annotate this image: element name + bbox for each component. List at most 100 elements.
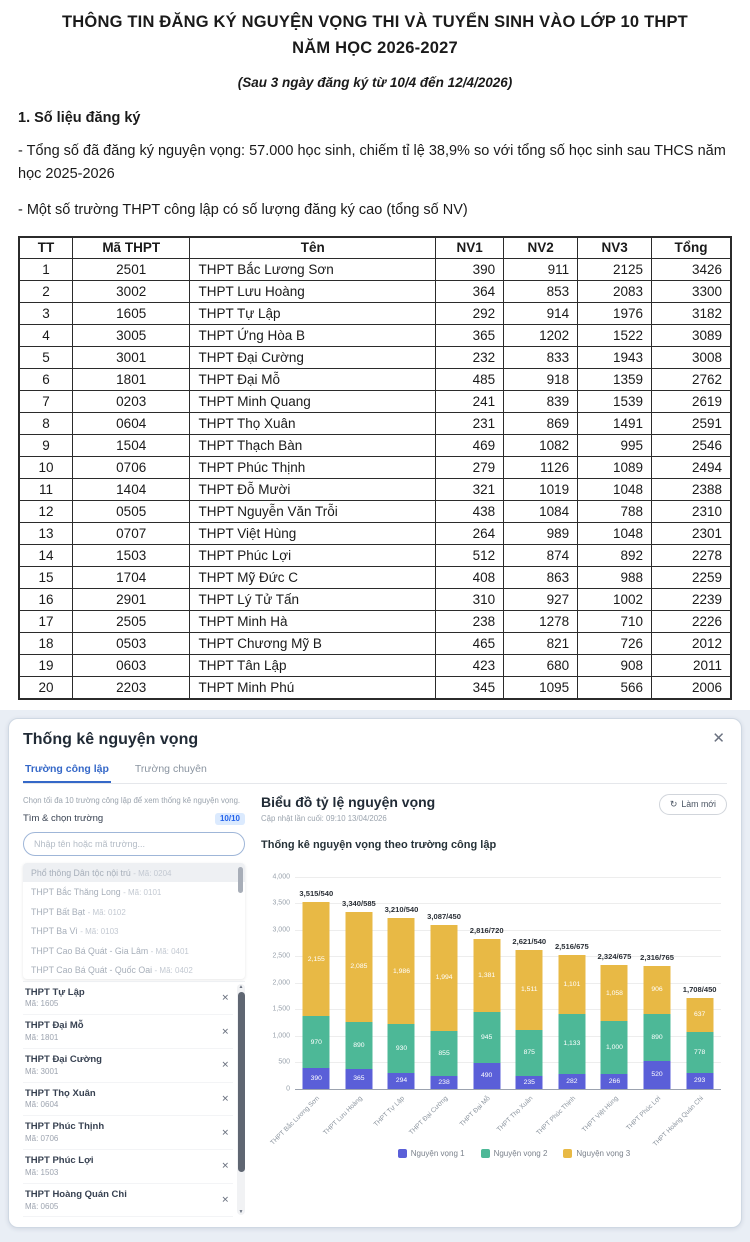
close-icon[interactable]: ✕ [712, 729, 725, 747]
table-cell: 1089 [577, 456, 653, 480]
legend-item[interactable]: Nguyện vọng 2 [480, 1148, 547, 1158]
bar-segment-nv3[interactable]: 1,058 [600, 965, 628, 1022]
segment-value-label: 1,381 [478, 972, 496, 980]
segment-value-label: 390 [310, 1074, 322, 1082]
remove-school-icon[interactable]: ✕ [221, 1160, 229, 1171]
chart-panel-title: Biểu đồ tỷ lệ nguyện vọng [261, 793, 436, 810]
table-cell: 14 [18, 544, 73, 568]
table-cell: THPT Mỹ Đức C [189, 566, 437, 590]
bar-segment-nv1[interactable]: 282 [558, 1073, 586, 1089]
suggestion-item[interactable]: Phổ thông Dân tộc nội trú - Mã: 0204 [23, 862, 245, 883]
bar-segment-nv3[interactable]: 637 [686, 998, 714, 1032]
suggestion-item[interactable]: THPT Cao Bá Quát - Gia Lâm - Mã: 0401 [23, 941, 245, 961]
bar-segment-nv2[interactable]: 890 [643, 1013, 671, 1061]
bar-total-label: 3,340/585 [341, 898, 376, 908]
selection-count-badge: 10/10 [214, 812, 245, 825]
suggestion-item[interactable]: THPT Ba Vì - Mã: 0103 [23, 921, 245, 941]
bar-segment-nv1[interactable]: 266 [600, 1074, 628, 1089]
bar-segment-nv3[interactable]: 906 [643, 965, 671, 1014]
remove-school-icon[interactable]: ✕ [221, 1026, 229, 1037]
table-cell: 1095 [503, 676, 579, 700]
bar-segment-nv1[interactable]: 490 [473, 1062, 501, 1089]
bar-segment-nv3[interactable]: 1,986 [387, 918, 415, 1024]
bar-segment-nv3[interactable]: 1,381 [473, 939, 501, 1013]
bar-segment-nv1[interactable]: 235 [515, 1076, 543, 1089]
table-cell: 1359 [577, 368, 653, 392]
suggestion-scrollbar[interactable] [238, 866, 243, 927]
table-cell: 908 [577, 654, 653, 678]
suggestion-item[interactable]: THPT Bất Bạt - Mã: 0102 [23, 902, 245, 922]
school-search-input[interactable] [23, 831, 245, 856]
table-cell: 1082 [503, 434, 579, 458]
table-row: 8 0604 THPT Thọ Xuân 231 869 1491 2591 [18, 412, 732, 436]
bar-segment-nv2[interactable]: 855 [430, 1030, 458, 1076]
bar-segment-nv1[interactable]: 293 [686, 1073, 714, 1089]
remove-school-icon[interactable]: ✕ [221, 1093, 229, 1104]
suggestion-item[interactable]: THPT Cao Bá Quát - Quốc Oai - Mã: 0402 [23, 960, 245, 979]
y-axis-tick-label: 1,000 [272, 1032, 290, 1040]
legend-label: Nguyện vọng 1 [410, 1148, 465, 1158]
table-cell: 438 [435, 500, 505, 524]
bar-slot: 1,101 1,133 282 2,516/675 [551, 877, 594, 1089]
bar-segment-nv3[interactable]: 2,155 [302, 902, 330, 1017]
bar-segment-nv1[interactable]: 238 [430, 1075, 458, 1089]
tab-truong-cong-lap[interactable]: Trường công lập [23, 759, 111, 783]
table-row: 18 0503 THPT Chương Mỹ B 465 821 726 2012 [18, 632, 732, 656]
school-picker: Chọn tối đa 10 trường công lập để xem th… [23, 792, 245, 1218]
legend-swatch [563, 1148, 573, 1158]
table-cell: 465 [435, 632, 505, 656]
table-cell: 1048 [577, 522, 653, 546]
bar-segment-nv2[interactable]: 930 [387, 1023, 415, 1073]
bar-segment-nv2[interactable]: 1,000 [600, 1021, 628, 1075]
table-row: 15 1704 THPT Mỹ Đức C 408 863 988 2259 [18, 566, 732, 590]
bar-segment-nv2[interactable]: 875 [515, 1029, 543, 1077]
table-cell: 10 [18, 456, 73, 480]
bar-segment-nv1[interactable]: 390 [302, 1067, 330, 1089]
bar-segment-nv2[interactable]: 945 [473, 1012, 501, 1063]
suggestion-name: THPT Ba Vì [31, 926, 78, 937]
legend-item[interactable]: Nguyện vọng 1 [397, 1148, 465, 1158]
tab-truong-chuyen[interactable]: Trường chuyên [134, 762, 207, 775]
remove-school-icon[interactable]: ✕ [221, 992, 229, 1003]
scroll-down-icon[interactable]: ▼ [238, 1209, 244, 1216]
table-cell: THPT Việt Hùng [189, 522, 437, 546]
table-row: 7 0203 THPT Minh Quang 241 839 1539 2619 [18, 390, 732, 414]
bar-segment-nv3[interactable]: 1,511 [515, 949, 543, 1030]
remove-school-icon[interactable]: ✕ [221, 1194, 229, 1205]
bar-segment-nv3[interactable]: 2,085 [345, 911, 373, 1023]
bar-slot: 2,155 970 390 3,515/540 [295, 877, 338, 1089]
table-cell: THPT Phúc Lợi [189, 544, 437, 568]
table-cell: 512 [435, 544, 505, 568]
table-cell: 821 [503, 632, 579, 656]
table-cell: THPT Bắc Lương Sơn [189, 258, 437, 282]
gridline [295, 1035, 721, 1037]
table-cell: 2501 [71, 258, 191, 282]
suggestion-item[interactable]: THPT Bắc Thăng Long - Mã: 0101 [23, 882, 245, 902]
bar-segment-nv2[interactable]: 778 [686, 1031, 714, 1074]
refresh-button[interactable]: ↻ Làm mới [658, 793, 727, 815]
y-axis-tick-label: 3,000 [272, 926, 290, 934]
modal-backdrop: Thống kê nguyện vọng ✕ Trường công lập Tr… [0, 709, 750, 1242]
bar-segment-nv1[interactable]: 520 [643, 1060, 671, 1089]
table-cell: THPT Lưu Hoàng [189, 280, 437, 304]
bar-segment-nv1[interactable]: 294 [387, 1072, 415, 1089]
table-cell: 365 [435, 324, 505, 348]
table-cell: 726 [577, 632, 653, 656]
bar-segment-nv1[interactable]: 365 [345, 1069, 373, 1089]
legend-item[interactable]: Nguyện vọng 3 [563, 1148, 630, 1158]
bar-segment-nv2[interactable]: 970 [302, 1016, 330, 1068]
table-cell: 3008 [651, 346, 732, 370]
table-row: 12 0505 THPT Nguyễn Văn Trỗi 438 1084 788 2310 [18, 500, 732, 524]
segment-value-label: 890 [651, 1033, 663, 1041]
bar-segment-nv3[interactable]: 1,101 [558, 955, 586, 1014]
bar-segment-nv2[interactable]: 890 [345, 1022, 373, 1070]
table-header-cell: TT [18, 236, 73, 260]
table-cell: 12 [18, 500, 73, 524]
scroll-up-icon[interactable]: ▲ [238, 983, 244, 990]
bar-segment-nv3[interactable]: 1,994 [430, 924, 458, 1031]
bar-segment-nv2[interactable]: 1,133 [558, 1013, 586, 1074]
selected-list-scrollbar[interactable]: ▲ ▼ [237, 983, 245, 1216]
remove-school-icon[interactable]: ✕ [221, 1127, 229, 1138]
remove-school-icon[interactable]: ✕ [221, 1059, 229, 1070]
gridline [295, 982, 721, 984]
